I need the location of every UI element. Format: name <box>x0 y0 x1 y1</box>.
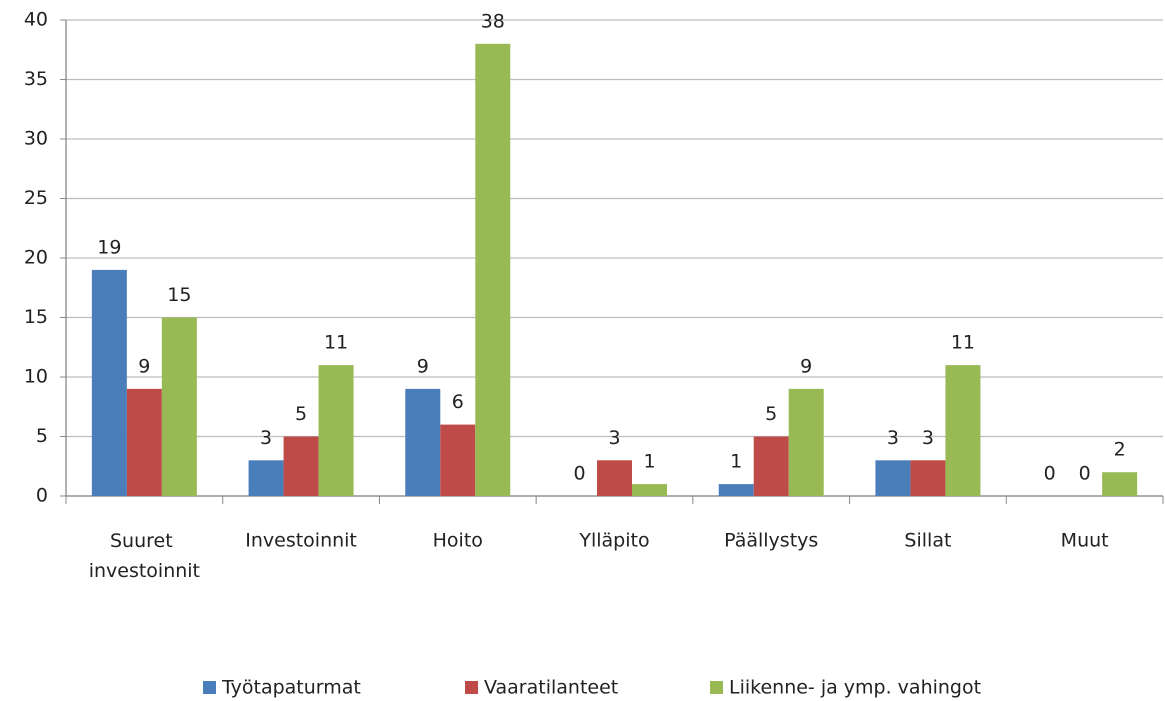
x-tick-label: Hoito <box>433 530 483 552</box>
data-label: 2 <box>1114 439 1126 461</box>
bar <box>405 388 441 496</box>
x-tick-label: Ylläpito <box>578 530 649 552</box>
data-label: 0 <box>573 463 585 485</box>
data-label: 3 <box>887 427 899 449</box>
bar <box>788 388 824 496</box>
data-label: 0 <box>1079 463 1091 485</box>
data-label: 1 <box>643 451 655 473</box>
y-tick-label: 30 <box>24 128 48 150</box>
y-tick-label: 0 <box>36 485 48 507</box>
bar <box>475 43 511 497</box>
data-label: 3 <box>260 427 272 449</box>
data-label: 0 <box>1044 463 1056 485</box>
data-label: 38 <box>481 10 505 32</box>
data-label: 9 <box>800 355 812 377</box>
y-tick-label: 5 <box>36 425 48 447</box>
x-tick-label: Suuret investoinnit <box>89 530 200 582</box>
y-tick-label: 25 <box>24 187 48 209</box>
bar <box>597 460 632 496</box>
bar <box>632 484 667 496</box>
data-label: 1 <box>730 451 742 473</box>
data-label: 3 <box>608 427 620 449</box>
bar <box>718 484 754 496</box>
legend-swatch <box>710 681 723 694</box>
data-label: 9 <box>138 355 150 377</box>
data-label: 15 <box>167 284 191 306</box>
y-tick-label: 20 <box>24 247 48 269</box>
data-label: 5 <box>765 403 777 425</box>
legend-swatch <box>465 681 478 694</box>
data-label: 11 <box>324 332 348 354</box>
y-tick-label: 10 <box>24 366 48 388</box>
bar <box>91 269 127 496</box>
x-tick-label: Investoinnit <box>245 530 357 552</box>
legend-swatch <box>203 681 216 694</box>
bar <box>910 460 946 496</box>
data-label: 9 <box>417 355 429 377</box>
bar <box>440 424 476 496</box>
legend-label: Työtapaturmat <box>221 677 361 699</box>
x-tick-label: Sillat <box>904 530 951 552</box>
legend-label: Liikenne- ja ymp. vahingot <box>729 677 981 699</box>
bar <box>161 317 197 496</box>
x-tick-label: Päällystys <box>724 530 818 552</box>
bar <box>875 460 911 496</box>
data-label: 6 <box>452 391 464 413</box>
bar <box>945 365 981 496</box>
bar <box>753 436 789 496</box>
x-tick-label: Muut <box>1061 530 1109 552</box>
y-tick-label: 35 <box>24 68 48 90</box>
legend-label: Vaaratilanteet <box>484 677 618 699</box>
bar <box>126 388 162 496</box>
bar <box>248 460 284 496</box>
data-label: 19 <box>97 236 121 258</box>
bar <box>1102 472 1138 496</box>
data-label: 11 <box>951 332 975 354</box>
data-label: 5 <box>295 403 307 425</box>
data-label: 3 <box>922 427 934 449</box>
bar <box>318 365 354 496</box>
y-tick-label: 15 <box>24 306 48 328</box>
bar <box>283 436 319 496</box>
y-tick-label: 40 <box>24 9 48 31</box>
